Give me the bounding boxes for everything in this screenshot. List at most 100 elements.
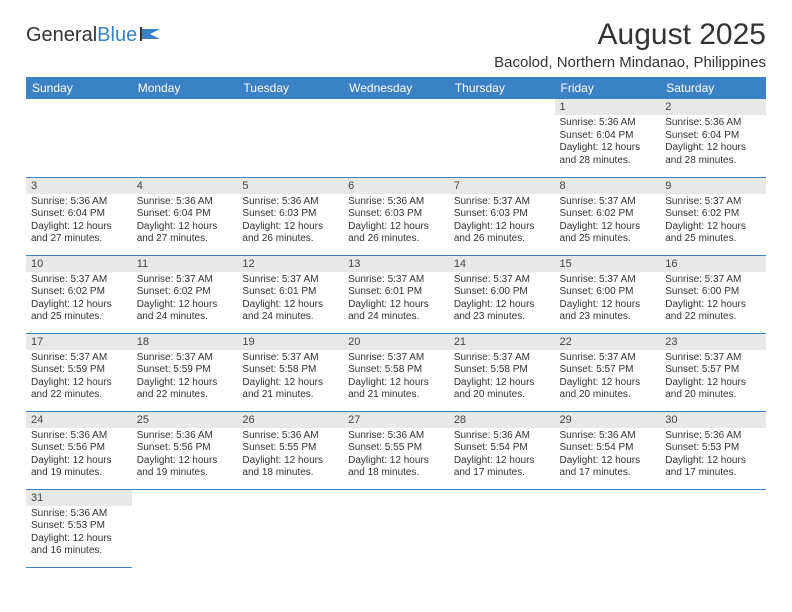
weekday-header: Tuesday: [237, 77, 343, 99]
day-details: Sunrise: 5:36 AMSunset: 5:53 PMDaylight:…: [26, 506, 132, 561]
day-details: Sunrise: 5:37 AMSunset: 6:01 PMDaylight:…: [237, 272, 343, 327]
day-details: Sunrise: 5:36 AMSunset: 5:55 PMDaylight:…: [343, 428, 449, 483]
calendar-cell-empty: [660, 489, 766, 567]
day-number: 1: [555, 99, 661, 115]
calendar-cell-empty: [555, 489, 661, 567]
day-number: 22: [555, 334, 661, 350]
day-details: Sunrise: 5:37 AMSunset: 5:57 PMDaylight:…: [555, 350, 661, 405]
day-number: 14: [449, 256, 555, 272]
day-details: Sunrise: 5:36 AMSunset: 6:03 PMDaylight:…: [343, 194, 449, 249]
calendar-cell: 12Sunrise: 5:37 AMSunset: 6:01 PMDayligh…: [237, 255, 343, 333]
day-number: 9: [660, 178, 766, 194]
day-number: 28: [449, 412, 555, 428]
day-number: 17: [26, 334, 132, 350]
day-number: 24: [26, 412, 132, 428]
day-details: Sunrise: 5:36 AMSunset: 5:54 PMDaylight:…: [555, 428, 661, 483]
day-number: 8: [555, 178, 661, 194]
calendar-cell: 6Sunrise: 5:36 AMSunset: 6:03 PMDaylight…: [343, 177, 449, 255]
calendar-cell-empty: [237, 99, 343, 177]
day-details: Sunrise: 5:37 AMSunset: 5:58 PMDaylight:…: [237, 350, 343, 405]
calendar-cell-empty: [132, 489, 238, 567]
header: GeneralBlue August 2025 Bacolod, Norther…: [26, 18, 766, 71]
weekday-header: Monday: [132, 77, 238, 99]
day-number: 7: [449, 178, 555, 194]
day-details: Sunrise: 5:36 AMSunset: 5:54 PMDaylight:…: [449, 428, 555, 483]
day-details: Sunrise: 5:36 AMSunset: 5:56 PMDaylight:…: [132, 428, 238, 483]
title-block: August 2025 Bacolod, Northern Mindanao, …: [494, 18, 766, 71]
day-details: Sunrise: 5:37 AMSunset: 5:59 PMDaylight:…: [26, 350, 132, 405]
calendar-row: 3Sunrise: 5:36 AMSunset: 6:04 PMDaylight…: [26, 177, 766, 255]
day-number: 26: [237, 412, 343, 428]
day-details: Sunrise: 5:37 AMSunset: 6:03 PMDaylight:…: [449, 194, 555, 249]
day-number: 12: [237, 256, 343, 272]
day-number: 5: [237, 178, 343, 194]
day-number: 15: [555, 256, 661, 272]
day-number: 25: [132, 412, 238, 428]
weekday-header: Saturday: [660, 77, 766, 99]
calendar-cell: 11Sunrise: 5:37 AMSunset: 6:02 PMDayligh…: [132, 255, 238, 333]
calendar-cell: 20Sunrise: 5:37 AMSunset: 5:58 PMDayligh…: [343, 333, 449, 411]
day-details: Sunrise: 5:36 AMSunset: 5:55 PMDaylight:…: [237, 428, 343, 483]
day-number: 11: [132, 256, 238, 272]
day-details: Sunrise: 5:37 AMSunset: 5:58 PMDaylight:…: [343, 350, 449, 405]
calendar-cell-empty: [26, 99, 132, 177]
weekday-header: Wednesday: [343, 77, 449, 99]
day-number: 30: [660, 412, 766, 428]
brand-logo: GeneralBlue: [26, 18, 162, 47]
calendar-cell: 23Sunrise: 5:37 AMSunset: 5:57 PMDayligh…: [660, 333, 766, 411]
day-number: 16: [660, 256, 766, 272]
brand-part2: Blue: [97, 24, 137, 47]
weekday-header: Friday: [555, 77, 661, 99]
calendar-cell: 16Sunrise: 5:37 AMSunset: 6:00 PMDayligh…: [660, 255, 766, 333]
day-details: Sunrise: 5:37 AMSunset: 6:02 PMDaylight:…: [660, 194, 766, 249]
weekday-header: Sunday: [26, 77, 132, 99]
calendar-cell-empty: [449, 99, 555, 177]
calendar-cell: 9Sunrise: 5:37 AMSunset: 6:02 PMDaylight…: [660, 177, 766, 255]
calendar-cell: 5Sunrise: 5:36 AMSunset: 6:03 PMDaylight…: [237, 177, 343, 255]
weekday-header: Thursday: [449, 77, 555, 99]
calendar-cell-empty: [237, 489, 343, 567]
flag-icon: [140, 24, 162, 47]
calendar-cell: 26Sunrise: 5:36 AMSunset: 5:55 PMDayligh…: [237, 411, 343, 489]
calendar-cell: 29Sunrise: 5:36 AMSunset: 5:54 PMDayligh…: [555, 411, 661, 489]
day-details: Sunrise: 5:37 AMSunset: 6:01 PMDaylight:…: [343, 272, 449, 327]
day-number: 23: [660, 334, 766, 350]
calendar-cell: 25Sunrise: 5:36 AMSunset: 5:56 PMDayligh…: [132, 411, 238, 489]
day-details: Sunrise: 5:36 AMSunset: 5:56 PMDaylight:…: [26, 428, 132, 483]
day-number: 2: [660, 99, 766, 115]
day-number: 6: [343, 178, 449, 194]
weekday-header-row: Sunday Monday Tuesday Wednesday Thursday…: [26, 77, 766, 99]
day-number: 10: [26, 256, 132, 272]
calendar-cell: 13Sunrise: 5:37 AMSunset: 6:01 PMDayligh…: [343, 255, 449, 333]
calendar-row: 1Sunrise: 5:36 AMSunset: 6:04 PMDaylight…: [26, 99, 766, 177]
calendar-cell: 10Sunrise: 5:37 AMSunset: 6:02 PMDayligh…: [26, 255, 132, 333]
calendar-cell-empty: [343, 489, 449, 567]
day-details: Sunrise: 5:37 AMSunset: 5:57 PMDaylight:…: [660, 350, 766, 405]
day-number: 3: [26, 178, 132, 194]
calendar-cell: 24Sunrise: 5:36 AMSunset: 5:56 PMDayligh…: [26, 411, 132, 489]
month-title: August 2025: [494, 18, 766, 52]
calendar-cell: 18Sunrise: 5:37 AMSunset: 5:59 PMDayligh…: [132, 333, 238, 411]
day-number: 27: [343, 412, 449, 428]
calendar-cell: 3Sunrise: 5:36 AMSunset: 6:04 PMDaylight…: [26, 177, 132, 255]
day-number: 4: [132, 178, 238, 194]
day-number: 29: [555, 412, 661, 428]
calendar-table: Sunday Monday Tuesday Wednesday Thursday…: [26, 77, 766, 568]
calendar-cell: 31Sunrise: 5:36 AMSunset: 5:53 PMDayligh…: [26, 489, 132, 567]
calendar-cell-empty: [449, 489, 555, 567]
calendar-row: 10Sunrise: 5:37 AMSunset: 6:02 PMDayligh…: [26, 255, 766, 333]
location-subtitle: Bacolod, Northern Mindanao, Philippines: [494, 54, 766, 71]
day-number: 18: [132, 334, 238, 350]
day-details: Sunrise: 5:37 AMSunset: 6:02 PMDaylight:…: [132, 272, 238, 327]
calendar-cell: 22Sunrise: 5:37 AMSunset: 5:57 PMDayligh…: [555, 333, 661, 411]
day-details: Sunrise: 5:37 AMSunset: 6:00 PMDaylight:…: [660, 272, 766, 327]
calendar-cell: 7Sunrise: 5:37 AMSunset: 6:03 PMDaylight…: [449, 177, 555, 255]
day-number: 20: [343, 334, 449, 350]
day-details: Sunrise: 5:37 AMSunset: 6:02 PMDaylight:…: [555, 194, 661, 249]
calendar-cell-empty: [343, 99, 449, 177]
calendar-cell: 4Sunrise: 5:36 AMSunset: 6:04 PMDaylight…: [132, 177, 238, 255]
day-details: Sunrise: 5:36 AMSunset: 6:04 PMDaylight:…: [132, 194, 238, 249]
day-details: Sunrise: 5:36 AMSunset: 5:53 PMDaylight:…: [660, 428, 766, 483]
day-number: 31: [26, 490, 132, 506]
calendar-cell: 21Sunrise: 5:37 AMSunset: 5:58 PMDayligh…: [449, 333, 555, 411]
